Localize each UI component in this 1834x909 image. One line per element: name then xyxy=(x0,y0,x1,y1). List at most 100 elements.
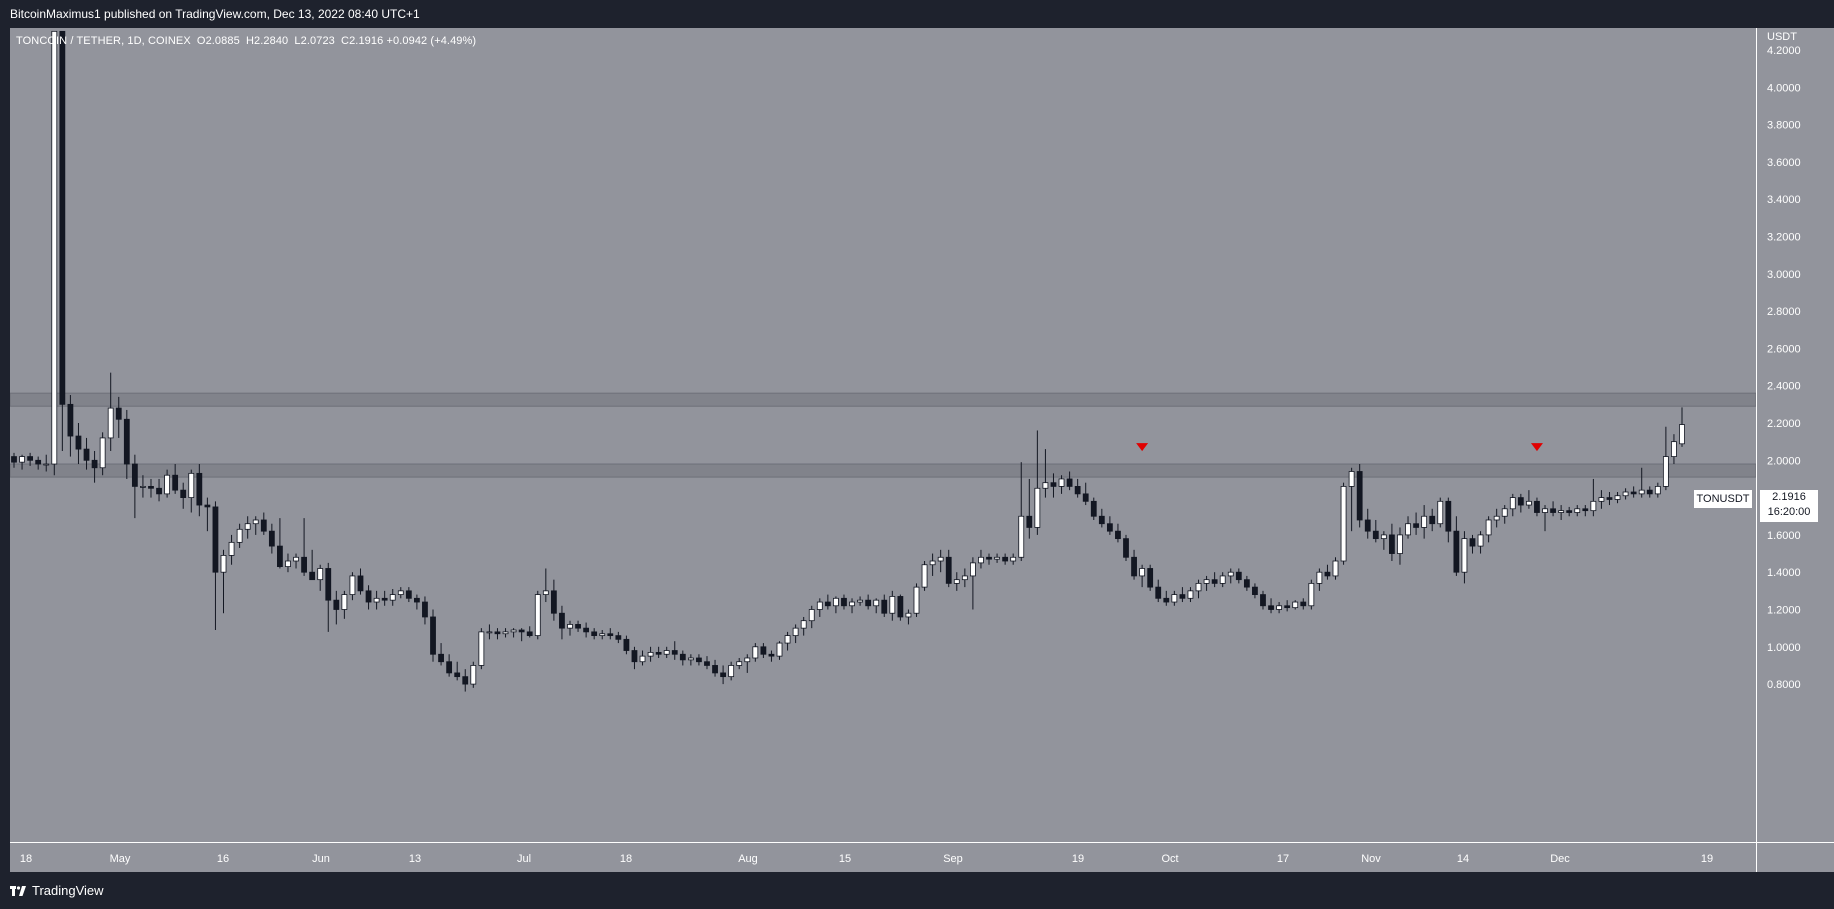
bullish-candle xyxy=(1638,489,1645,495)
bearish-candle xyxy=(1098,515,1105,525)
price-tick-label: 0.8000 xyxy=(1767,679,1801,691)
bearish-candle xyxy=(1252,586,1258,595)
bearish-candle xyxy=(1469,538,1476,547)
chart-plot-area[interactable] xyxy=(10,28,1756,842)
low-value: 2.0723 xyxy=(300,35,335,47)
bearish-candle xyxy=(1606,497,1613,500)
bearish-candle xyxy=(438,653,444,663)
bullish-candle xyxy=(849,601,855,607)
close-label: C xyxy=(341,35,350,47)
bearish-candle xyxy=(1115,530,1121,540)
bearish-candle xyxy=(91,459,98,469)
bearish-candle xyxy=(268,530,275,547)
bullish-candle xyxy=(599,633,606,637)
bullish-candle xyxy=(776,642,783,657)
price-tick-label: 3.6000 xyxy=(1767,157,1801,169)
bearish-candle xyxy=(1082,493,1089,502)
bullish-candle xyxy=(647,651,654,657)
bullish-candle xyxy=(1542,508,1548,513)
bullish-candle xyxy=(285,560,291,568)
symbol-title: TONCOIN / TETHER, 1D, COINEX xyxy=(16,35,191,47)
bullish-candle xyxy=(502,631,509,635)
bearish-candle xyxy=(1413,523,1419,528)
bearish-candle xyxy=(1566,510,1573,513)
bearish-candle xyxy=(1211,579,1218,584)
bullish-candle xyxy=(970,562,976,577)
bearish-candle xyxy=(671,650,678,655)
bullish-candle xyxy=(164,474,170,495)
price-tick-label: 1.2000 xyxy=(1767,605,1801,617)
bearish-candle xyxy=(1106,523,1113,532)
bullish-candle xyxy=(1405,523,1411,536)
bearish-candle xyxy=(712,665,718,674)
price-tick-label: 2.0000 xyxy=(1767,455,1801,467)
bullish-candle xyxy=(373,597,380,603)
price-tick-label: 3.8000 xyxy=(1767,120,1801,132)
bearish-candle xyxy=(430,616,436,655)
last-price-box: 2.1916 16:20:00 xyxy=(1760,490,1818,522)
bullish-candle xyxy=(1598,497,1605,502)
bullish-candle xyxy=(1509,497,1516,510)
bearish-candle xyxy=(1517,497,1524,506)
high-value: 2.2840 xyxy=(254,35,289,47)
axis-unit-label: USDT xyxy=(1767,31,1797,43)
price-tick-label: 4.2000 xyxy=(1767,45,1801,57)
bearish-candle xyxy=(1453,530,1460,573)
bullish-candle xyxy=(389,594,396,601)
bearish-candle xyxy=(1235,571,1242,581)
sell-marker-2 xyxy=(1530,443,1543,452)
bullish-candle xyxy=(567,624,573,629)
bearish-candle xyxy=(59,30,66,405)
bullish-candle xyxy=(1187,590,1194,599)
bar-countdown: 16:20:00 xyxy=(1767,506,1811,518)
bullish-candle xyxy=(808,609,815,622)
price-axis[interactable]: USDT 4.2000 4.0000 3.8000 3.6000 3.4000 3.2000… xyxy=(1756,28,1834,842)
time-tick-label: Nov xyxy=(1361,853,1381,865)
price-axis-ticks: USDT 4.2000 4.0000 3.8000 3.6000 3.4000 3.2000… xyxy=(1767,31,1801,691)
bullish-candle xyxy=(1526,500,1532,506)
bullish-candle xyxy=(663,650,670,655)
bullish-candle xyxy=(478,631,485,666)
time-axis[interactable]: 18 May 16 Jun 13 Jul 18 Aug 15 Sep 19 Oct 17 Nov 14 Dec… xyxy=(10,842,1756,872)
bullish-candle xyxy=(542,590,549,595)
bullish-candle xyxy=(1018,515,1025,558)
bullish-candle xyxy=(1380,534,1387,540)
price-tick-label: 1.0000 xyxy=(1767,642,1801,654)
bearish-candle xyxy=(1372,530,1379,540)
price-tick-label: 2.2000 xyxy=(1767,418,1801,430)
tradingview-brand[interactable]: TradingView xyxy=(10,883,104,898)
bearish-candle xyxy=(1074,486,1081,495)
bearish-candle xyxy=(148,486,154,489)
bullish-candle xyxy=(1558,510,1565,513)
bullish-candle xyxy=(236,528,243,543)
price-tick-label: 4.0000 xyxy=(1767,82,1801,94)
bearish-candle xyxy=(115,407,122,420)
bearish-candle xyxy=(1026,515,1033,528)
bearish-candle xyxy=(405,590,412,599)
bearish-candle xyxy=(1066,478,1073,487)
bullish-candle xyxy=(1034,487,1041,528)
published-header: BitcoinMaximus1 published on TradingView… xyxy=(0,0,1834,28)
bullish-candle xyxy=(1308,582,1315,607)
bearish-candle xyxy=(945,556,952,584)
time-tick-label: 17 xyxy=(1277,853,1289,865)
time-tick-label: Oct xyxy=(1161,853,1178,865)
bearish-candle xyxy=(1090,500,1097,517)
bullish-candle xyxy=(994,556,1000,560)
bearish-candle xyxy=(1582,508,1589,512)
time-tick-label: 19 xyxy=(1072,853,1084,865)
bearish-candle xyxy=(631,650,638,663)
bearish-candle xyxy=(1550,508,1556,513)
bullish-candle xyxy=(929,560,936,566)
bearish-candle xyxy=(1123,538,1129,558)
bearish-candle xyxy=(720,672,726,678)
bullish-candle xyxy=(978,556,984,564)
change-value: +0.0942 (+4.49%) xyxy=(386,35,477,47)
time-tick-label: Jul xyxy=(517,853,531,865)
bullish-candle xyxy=(1348,471,1355,487)
bullish-candle xyxy=(1679,424,1685,445)
bearish-candle xyxy=(1268,605,1274,610)
bullish-candle xyxy=(244,523,251,530)
bullish-candle xyxy=(397,590,404,595)
price-tick-label: 2.8000 xyxy=(1767,306,1801,318)
